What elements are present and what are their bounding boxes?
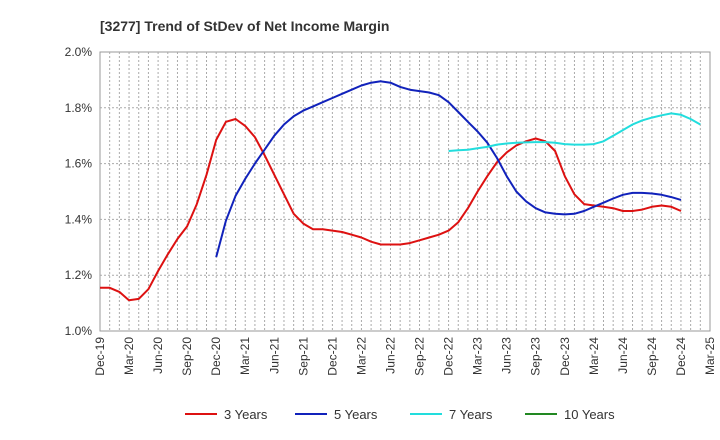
- y-tick-label: 1.6%: [65, 157, 93, 171]
- y-tick-label: 1.0%: [65, 324, 93, 338]
- legend: 3 Years 5 Years 7 Years 10 Years: [185, 407, 615, 422]
- x-tick-label: Mar-21: [238, 337, 252, 375]
- x-tick-label: Jun-20: [151, 337, 165, 374]
- x-tick-label: Dec-19: [93, 337, 107, 376]
- legend-label: 3 Years: [224, 407, 268, 422]
- y-tick-label: 1.4%: [65, 212, 93, 226]
- series-line: [448, 112, 701, 152]
- x-tick-label: Dec-23: [558, 337, 572, 376]
- x-tick-label: Jun-24: [616, 337, 630, 374]
- y-tick-label: 1.2%: [65, 268, 93, 282]
- x-tick-label: Mar-23: [471, 337, 485, 375]
- x-tick-label: Mar-22: [354, 337, 368, 375]
- x-tick-label: Mar-24: [587, 337, 601, 375]
- series-lines: [100, 80, 701, 302]
- y-tick-label: 2.0%: [65, 45, 93, 59]
- x-tick-label: Sep-24: [645, 337, 659, 376]
- legend-label: 5 Years: [334, 407, 378, 422]
- plot-area: [99, 51, 711, 332]
- x-tick-label: Jun-22: [383, 337, 397, 374]
- x-tick-label: Jun-21: [267, 337, 281, 374]
- series-line: [215, 80, 682, 258]
- x-tick-label: Sep-20: [180, 337, 194, 376]
- x-tick-label: Sep-23: [529, 337, 543, 376]
- y-tick-label: 1.8%: [65, 101, 93, 115]
- x-tick-label: Jun-23: [500, 337, 514, 374]
- x-tick-label: Sep-21: [296, 337, 310, 376]
- grid: [100, 52, 710, 331]
- x-tick-label: Dec-20: [209, 337, 223, 376]
- chart-title: [3277] Trend of StDev of Net Income Marg…: [100, 18, 389, 34]
- legend-label: 10 Years: [564, 407, 615, 422]
- y-axis: 1.0% 1.2% 1.4% 1.6% 1.8% 2.0%: [65, 45, 93, 338]
- x-axis: Dec-19 Mar-20 Jun-20 Sep-20 Dec-20 Mar-21 Jun-…: [93, 337, 717, 376]
- legend-label: 7 Years: [449, 407, 493, 422]
- x-tick-label: Mar-25: [703, 337, 717, 375]
- x-tick-label: Dec-24: [674, 337, 688, 376]
- series-line: [100, 118, 682, 302]
- x-tick-label: Mar-20: [122, 337, 136, 375]
- x-tick-label: Sep-22: [413, 337, 427, 376]
- x-tick-label: Dec-22: [442, 337, 456, 376]
- x-tick-label: Dec-21: [325, 337, 339, 376]
